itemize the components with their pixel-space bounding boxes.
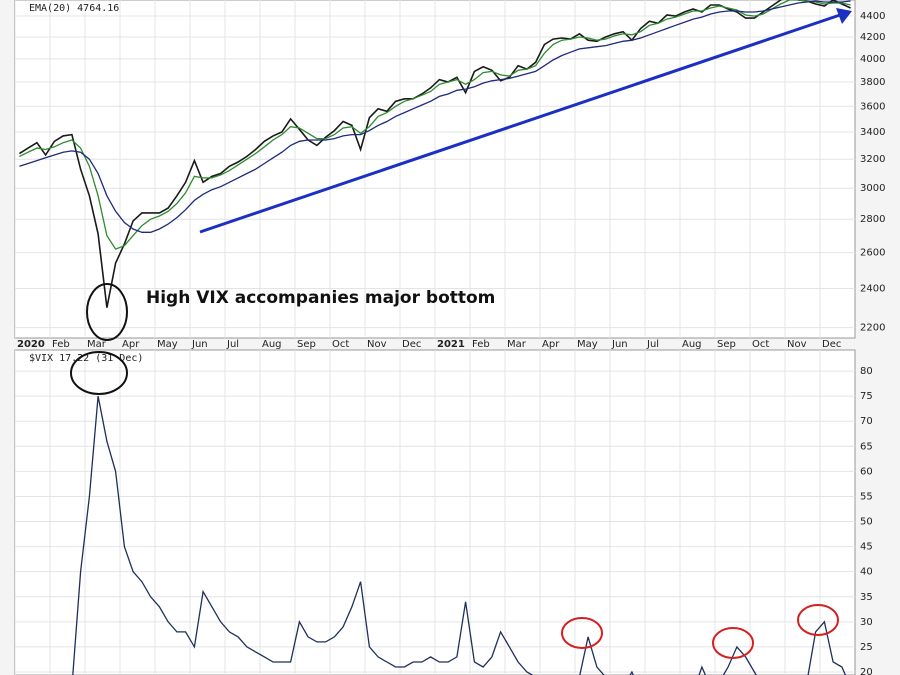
x-tick-label: Feb	[472, 339, 490, 350]
y-tick-label: 55	[860, 491, 873, 502]
highlight-circle	[70, 351, 128, 395]
plot-area	[15, 0, 855, 338]
series-line	[72, 395, 847, 675]
y-tick-label: 35	[860, 592, 873, 603]
x-tick-label: Jul	[226, 339, 239, 350]
plot-area	[15, 350, 855, 675]
y-tick-label: 20	[860, 667, 873, 675]
y-tick-label: 3000	[860, 183, 885, 194]
x-tick-label: Jun	[611, 339, 628, 350]
x-tick-label: Mar	[87, 339, 107, 350]
x-tick-label: Apr	[542, 339, 560, 350]
arrow-head	[836, 8, 852, 24]
y-tick-label: 2200	[860, 323, 885, 334]
x-tick-label: Sep	[717, 339, 736, 350]
x-tick-label: Jun	[191, 339, 208, 350]
x-tick-label: Feb	[52, 339, 70, 350]
x-tick-label: Sep	[297, 339, 316, 350]
highlight-circle	[86, 283, 128, 341]
y-tick-label: 3600	[860, 101, 885, 112]
y-tick-label: 75	[860, 391, 873, 402]
y-tick-label: 3200	[860, 154, 885, 165]
series-line	[19, 0, 851, 233]
x-tick-label: Dec	[402, 339, 421, 350]
x-tick-label: May	[157, 339, 178, 350]
y-tick-label: 70	[860, 416, 873, 427]
highlight-circle	[561, 617, 603, 649]
x-tick-label: 2021	[437, 339, 465, 350]
y-tick-label: 45	[860, 542, 873, 553]
x-tick-label: Nov	[367, 339, 387, 350]
y-tick-label: 80	[860, 366, 873, 377]
x-tick-label: Aug	[682, 339, 702, 350]
annotation: High VIX accompanies major bottom	[146, 288, 495, 308]
trend-arrow	[199, 13, 841, 234]
y-tick-label: 25	[860, 642, 873, 653]
y-tick-label: 4200	[860, 32, 885, 43]
x-tick-label: Oct	[752, 339, 769, 350]
y-tick-label: 65	[860, 441, 873, 452]
y-tick-label: 50	[860, 517, 873, 528]
x-tick-label: Mar	[507, 339, 527, 350]
y-tick-label: 30	[860, 617, 873, 628]
highlight-circle	[797, 604, 839, 636]
x-tick-label: Aug	[262, 339, 282, 350]
legend: EMA(20) 4764.16	[29, 3, 119, 14]
legend: $VIX 17.22 (31 Dec)	[29, 353, 143, 364]
highlight-circle	[712, 627, 754, 659]
y-tick-label: 2400	[860, 284, 885, 295]
x-tick-label: Jul	[646, 339, 659, 350]
series-line	[19, 0, 851, 250]
x-tick-label: 2020	[17, 339, 45, 350]
x-tick-label: Oct	[332, 339, 349, 350]
x-tick-label: Apr	[122, 339, 140, 350]
x-tick-label: Nov	[787, 339, 807, 350]
series-line	[18, 0, 851, 308]
y-tick-label: 3400	[860, 127, 885, 138]
y-tick-label: 2800	[860, 214, 885, 225]
y-tick-label: 4000	[860, 54, 885, 65]
x-tick-label: Dec	[822, 339, 841, 350]
y-tick-label: 3800	[860, 77, 885, 88]
y-tick-label: 60	[860, 466, 873, 477]
y-tick-label: 2600	[860, 248, 885, 259]
y-tick-label: 40	[860, 567, 873, 578]
y-tick-label: 4400	[860, 11, 885, 22]
x-tick-label: May	[577, 339, 598, 350]
